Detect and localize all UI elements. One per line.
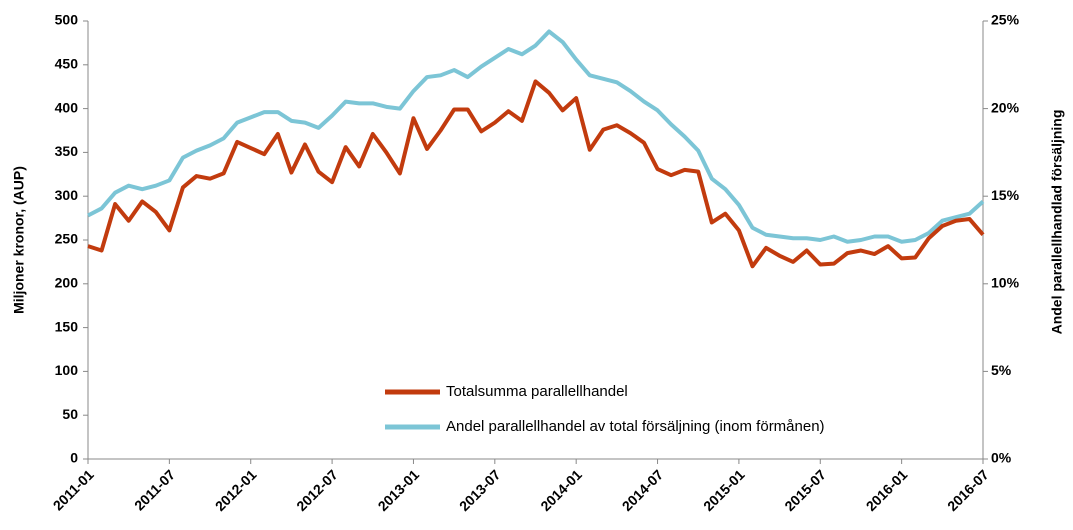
y-tick-label: 0 [70, 450, 78, 466]
y2-axis-title: Andel parallellhandlad försäljning [1049, 110, 1065, 335]
y-tick-label: 400 [55, 99, 79, 115]
y-tick-label: 500 [55, 12, 79, 28]
x-tick-label: 2012-07 [293, 466, 341, 514]
x-tick-label: 2016-01 [863, 466, 911, 514]
x-tick-label: 2014-07 [619, 466, 667, 514]
y-tick-label: 50 [62, 406, 78, 422]
series-line [87, 29, 985, 244]
y2-tick-label: 0% [991, 450, 1012, 466]
y2-tick-label: 20% [991, 99, 1020, 115]
legend-label: Andel parallellhandel av total försäljni… [446, 418, 825, 435]
x-tick-label: 2011-07 [131, 466, 178, 513]
x-tick-label: 2011-01 [50, 466, 97, 513]
x-tick-label: 2013-07 [456, 466, 504, 514]
x-tick-label: 2016-07 [944, 466, 992, 514]
y-tick-label: 350 [55, 143, 79, 159]
y2-tick-label: 15% [991, 187, 1020, 203]
y-axis-title: Miljoner kronor, (AUP) [11, 166, 27, 314]
series-line [87, 79, 985, 269]
y2-tick-label: 5% [991, 362, 1012, 378]
y-tick-label: 300 [55, 187, 79, 203]
x-tick-label: 2015-01 [700, 466, 748, 514]
x-tick-label: 2012-01 [212, 466, 260, 514]
y-tick-label: 150 [55, 318, 79, 334]
y-tick-label: 450 [55, 56, 79, 72]
y-tick-label: 100 [55, 362, 79, 378]
y2-tick-label: 25% [991, 12, 1020, 28]
legend-label: Totalsumma parallellhandel [446, 383, 628, 400]
y-tick-label: 250 [55, 231, 79, 247]
y2-tick-label: 10% [991, 275, 1020, 291]
x-tick-label: 2013-01 [375, 466, 423, 514]
y-tick-label: 200 [55, 275, 79, 291]
x-tick-label: 2014-01 [537, 466, 585, 514]
x-tick-label: 2015-07 [781, 466, 829, 514]
